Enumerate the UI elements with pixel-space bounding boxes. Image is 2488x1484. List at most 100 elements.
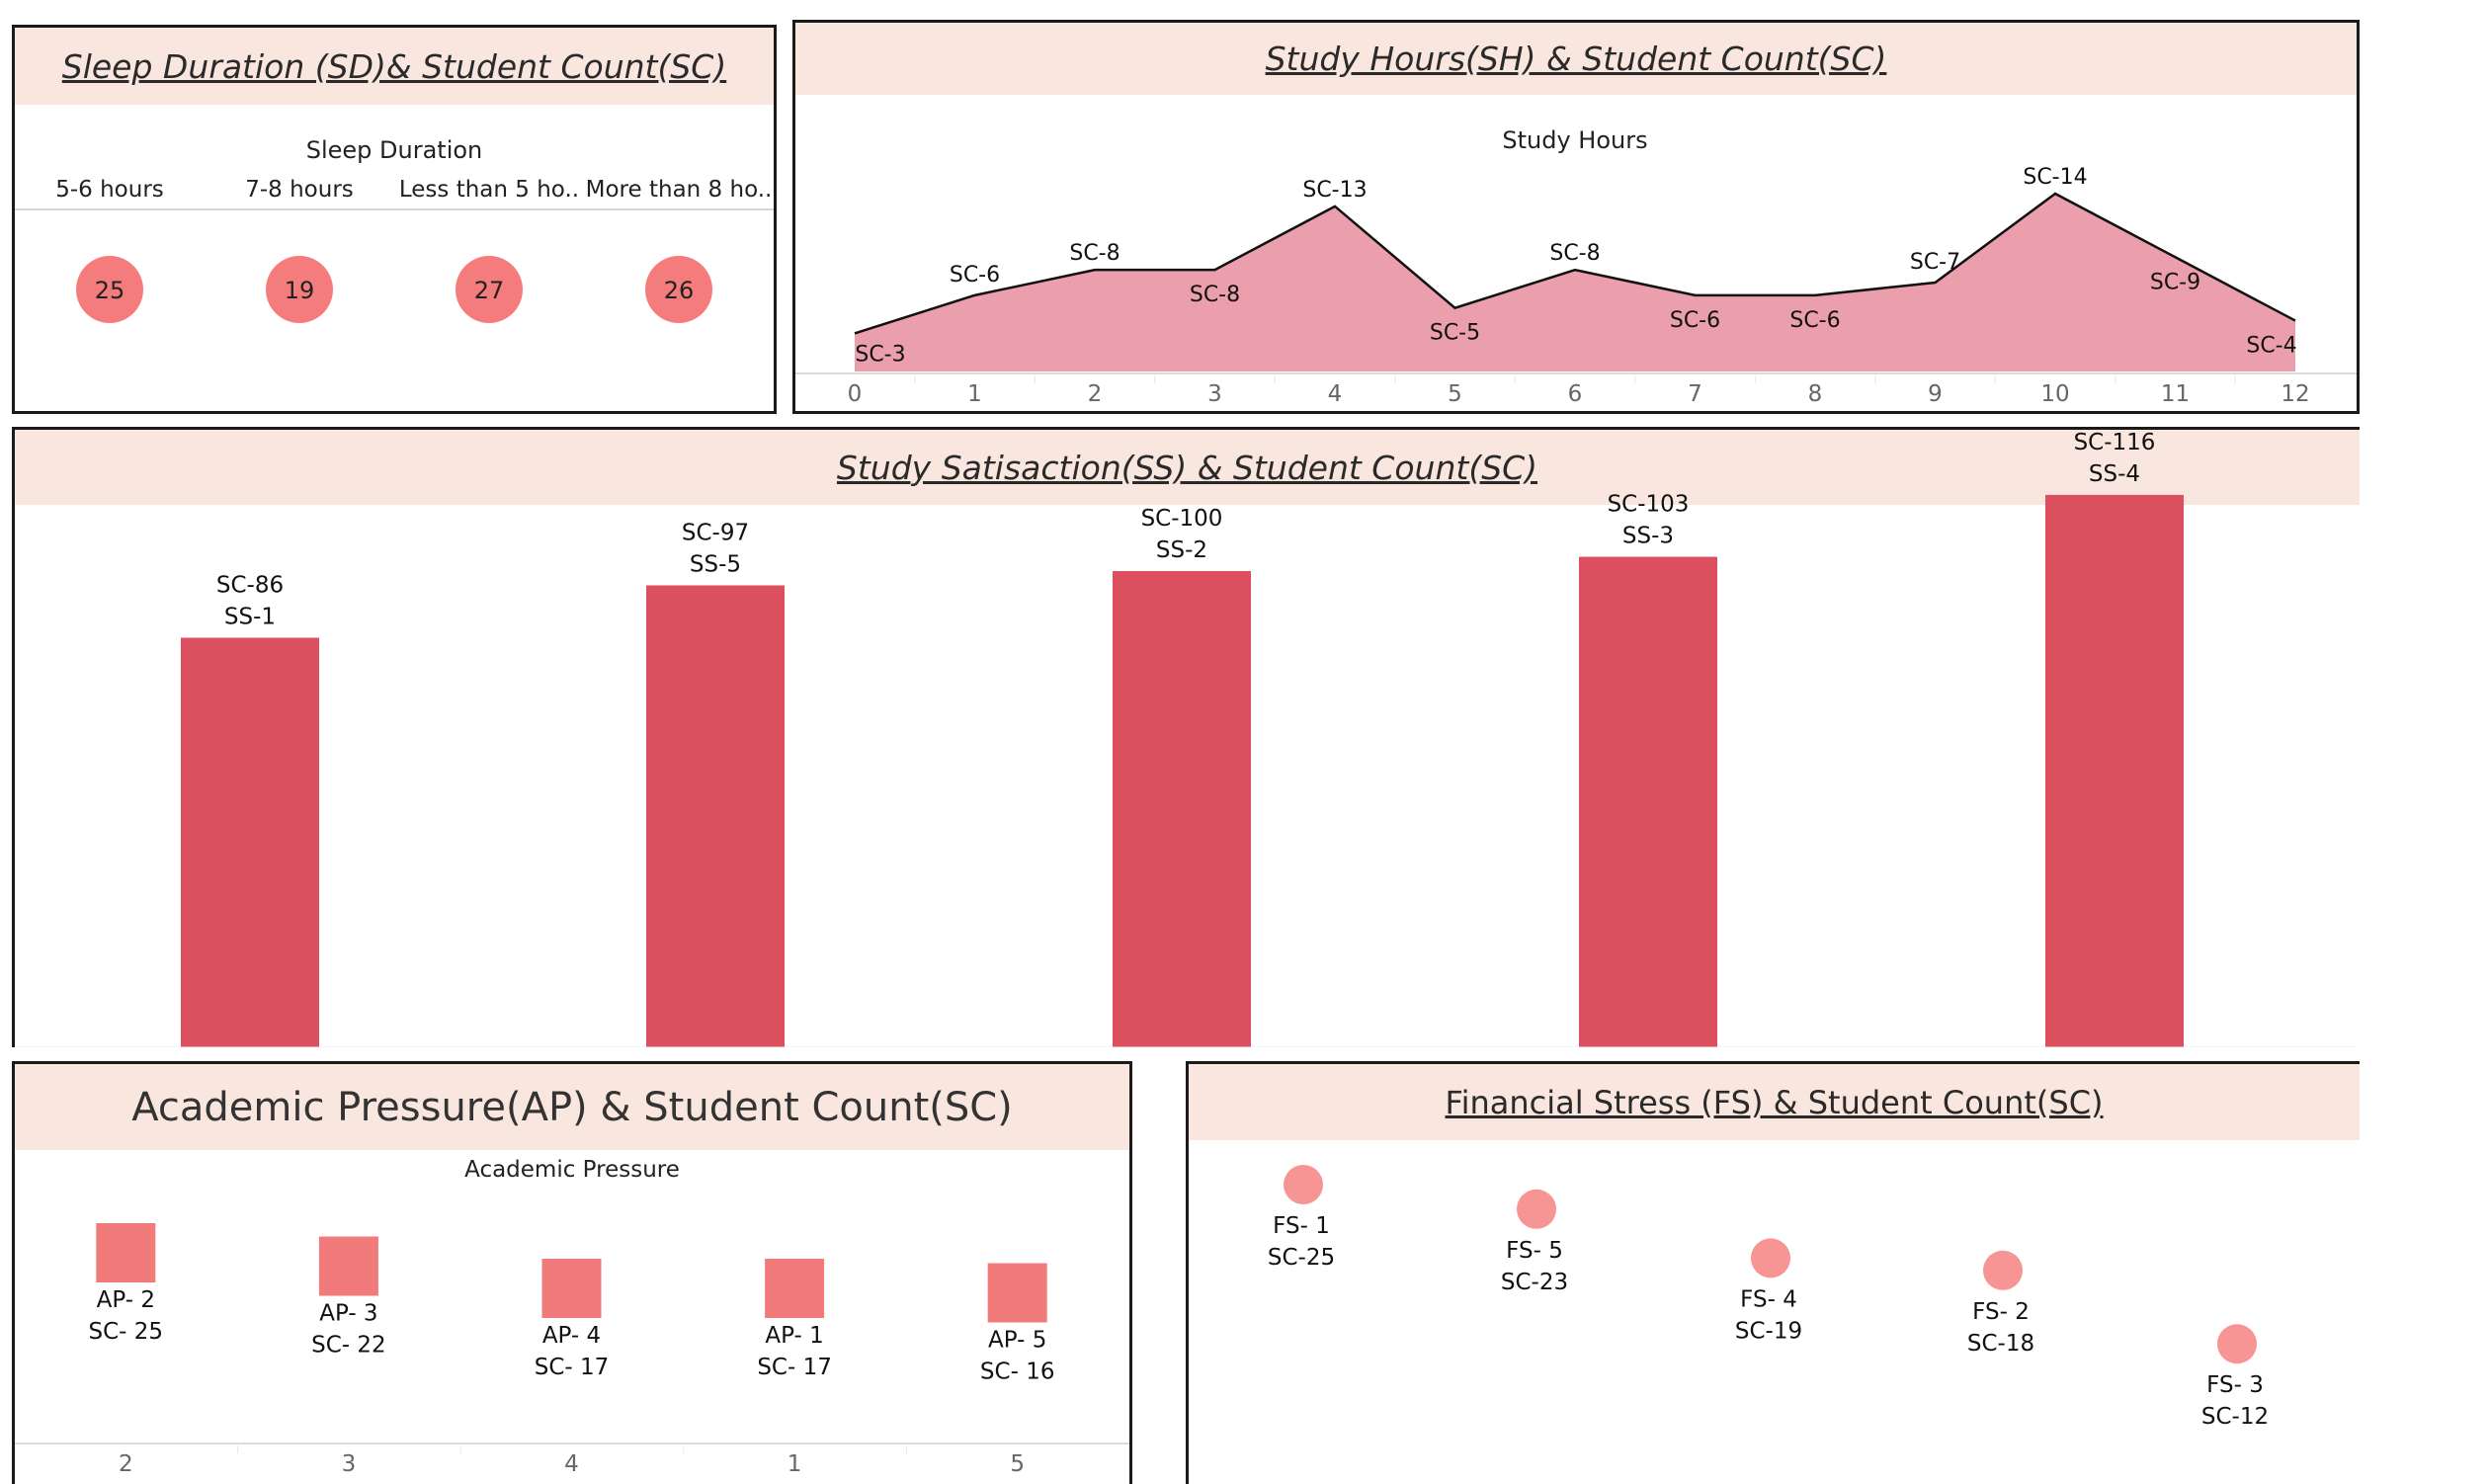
academic-ap-label: AP- 5	[988, 1328, 1046, 1354]
satisfaction-count-label: SC-103	[1608, 492, 1690, 518]
sleep-category-label: 5-6 hours	[55, 177, 164, 203]
financial-panel: Financial Stress (FS) & Student Count(SC…	[1186, 1061, 2360, 1484]
financial-chart: FS- 1 SC-25 FS- 5 SC-23 FS- 4 SC-19 FS- 2 SC-18…	[1268, 1165, 2269, 1430]
satisfaction-category-label: SS-1	[224, 604, 276, 629]
study-hours-data-label: SC-8	[1190, 283, 1240, 307]
study-hours-tick-label: 5	[1448, 381, 1462, 407]
study-hours-line	[854, 192, 2296, 335]
study-hours-tick-label: 7	[1688, 381, 1702, 407]
study-hours-panel-header: Study Hours(SH) & Student Count(SC)	[795, 23, 2357, 95]
financial-sc-label: SC-25	[1268, 1245, 1335, 1271]
study-hours-tick-label: 8	[1808, 381, 1823, 407]
financial-title: Financial Stress (FS) & Student Count(SC…	[1445, 1083, 2104, 1121]
study-hours-tick-label: 3	[1207, 381, 1222, 407]
academic-ap-label: AP- 2	[97, 1287, 155, 1313]
satisfaction-category-label: SS-2	[1156, 537, 1207, 563]
study-hours-tick-label: 1	[967, 381, 982, 407]
financial-sc-label: SC-18	[1967, 1331, 2034, 1357]
financial-mark	[1751, 1238, 1790, 1278]
study-hours-data-label: SC-7	[1910, 250, 1960, 275]
financial-sc-label: SC-19	[1735, 1318, 1802, 1344]
study-hours-tick-label: 10	[2040, 381, 2069, 407]
sleep-axis-header: Sleep Duration	[306, 136, 483, 164]
sleep-panel-header: Sleep Duration (SD)& Student Count(SC)	[15, 28, 774, 105]
study-hours-title: Study Hours(SH) & Student Count(SC)	[1265, 40, 1887, 78]
academic-tick-label: 2	[119, 1451, 133, 1477]
financial-fs-label: FS- 5	[1506, 1238, 1563, 1264]
academic-axis-header: Academic Pressure	[464, 1157, 680, 1183]
academic-sc-label: SC- 22	[311, 1333, 386, 1359]
sleep-category-label: More than 8 ho..	[586, 177, 773, 203]
sleep-mark	[266, 256, 333, 323]
study-hours-data-label: SC-6	[1789, 308, 1840, 333]
study-hours-area	[855, 194, 2295, 371]
study-hours-panel: Study Hours(SH) & Student Count(SC) Stud…	[792, 20, 2360, 414]
academic-tick-label: 1	[788, 1451, 802, 1477]
sleep-mark	[456, 256, 523, 323]
academic-ap-label: AP- 4	[542, 1323, 601, 1349]
financial-fs-label: FS- 3	[2206, 1372, 2264, 1398]
study-hours-tick-label: 2	[1088, 381, 1103, 407]
sleep-value-label: 25	[95, 277, 125, 304]
study-hours-data-label: SC-9	[2150, 270, 2200, 294]
study-hours-data-label: SC-13	[1302, 178, 1367, 203]
study-hours-tick-label: 0	[848, 381, 863, 407]
sleep-panel: Sleep Duration (SD)& Student Count(SC) S…	[12, 25, 777, 414]
academic-ap-label: AP- 1	[765, 1323, 823, 1349]
satisfaction-count-label: SC-97	[682, 520, 749, 545]
financial-sc-label: SC-12	[2201, 1404, 2269, 1430]
financial-sc-label: SC-23	[1501, 1270, 1568, 1295]
satisfaction-count-label: SC-100	[1141, 506, 1223, 532]
study-hours-data-label: SC-6	[1670, 308, 1720, 333]
study-hours-data-label: SC-3	[855, 342, 905, 367]
academic-mark	[987, 1263, 1047, 1323]
academic-tick-label: 5	[1010, 1451, 1025, 1477]
financial-panel-header: Financial Stress (FS) & Student Count(SC…	[1189, 1064, 2360, 1140]
academic-mark	[541, 1259, 602, 1318]
financial-fs-label: FS- 4	[1740, 1286, 1797, 1312]
academic-sc-label: SC- 17	[757, 1355, 832, 1380]
satisfaction-bar	[646, 585, 785, 1047]
study-hours-axis-header: Study Hours	[1502, 126, 1647, 154]
sleep-title: Sleep Duration (SD)& Student Count(SC)	[61, 46, 727, 86]
academic-sc-label: SC- 25	[89, 1319, 164, 1345]
study-hours-data-label: SC-8	[1069, 241, 1120, 266]
satisfaction-category-label: SS-5	[690, 551, 741, 577]
satisfaction-panel-header: Study Satisaction(SS) & Student Count(SC…	[15, 430, 2360, 505]
satisfaction-bar	[1113, 571, 1251, 1047]
satisfaction-chart: SC-86 SS-1 SC-97 SS-5 SC-100 SS-2 SC-103 SS-3 SC…	[15, 430, 2360, 1047]
satisfaction-count-label: SC-116	[2074, 430, 2156, 455]
academic-sc-label: SC- 16	[980, 1360, 1055, 1385]
academic-panel: Academic Pressure(AP) & Student Count(SC…	[12, 1061, 1132, 1484]
satisfaction-count-label: SC-86	[216, 572, 284, 598]
sleep-chart: Sleep Duration 5-6 hours 25 7-8 hours 19 Less…	[15, 136, 774, 323]
study-hours-tick-label: 11	[2161, 381, 2190, 407]
financial-mark	[1983, 1250, 2023, 1290]
study-hours-data-label: SC-8	[1549, 241, 1600, 266]
satisfaction-title: Study Satisaction(SS) & Student Count(SC…	[836, 448, 1538, 487]
academic-mark	[96, 1223, 156, 1282]
study-hours-data-label: SC-5	[1430, 321, 1480, 346]
study-hours-data-label: SC-6	[950, 263, 1000, 288]
academic-panel-header: Academic Pressure(AP) & Student Count(SC…	[15, 1064, 1129, 1150]
academic-title: Academic Pressure(AP) & Student Count(SC…	[131, 1084, 1013, 1130]
sleep-category-label: 7-8 hours	[245, 177, 354, 203]
satisfaction-panel: Study Satisaction(SS) & Student Count(SC…	[12, 427, 2360, 1047]
financial-fs-label: FS- 2	[1972, 1299, 2030, 1325]
academic-mark	[765, 1259, 825, 1318]
sleep-category-label: Less than 5 ho..	[399, 177, 579, 203]
academic-chart: Academic Pressure AP- 2 SC- 25 2 AP- 3 SC- 22…	[15, 1157, 1129, 1477]
financial-mark	[2217, 1324, 2257, 1364]
sleep-mark	[645, 256, 712, 323]
financial-mark	[1517, 1189, 1556, 1229]
study-hours-tick-label: 6	[1568, 381, 1583, 407]
satisfaction-bar	[181, 637, 319, 1047]
study-hours-data-label: SC-14	[2023, 165, 2087, 190]
satisfaction-category-label: SS-4	[2089, 461, 2140, 487]
academic-tick-label: 3	[342, 1451, 357, 1477]
satisfaction-bar	[1579, 556, 1717, 1047]
satisfaction-bar	[2045, 494, 2184, 1047]
academic-mark	[318, 1236, 378, 1296]
academic-sc-label: SC- 17	[535, 1355, 610, 1380]
financial-fs-label: FS- 1	[1273, 1213, 1330, 1239]
